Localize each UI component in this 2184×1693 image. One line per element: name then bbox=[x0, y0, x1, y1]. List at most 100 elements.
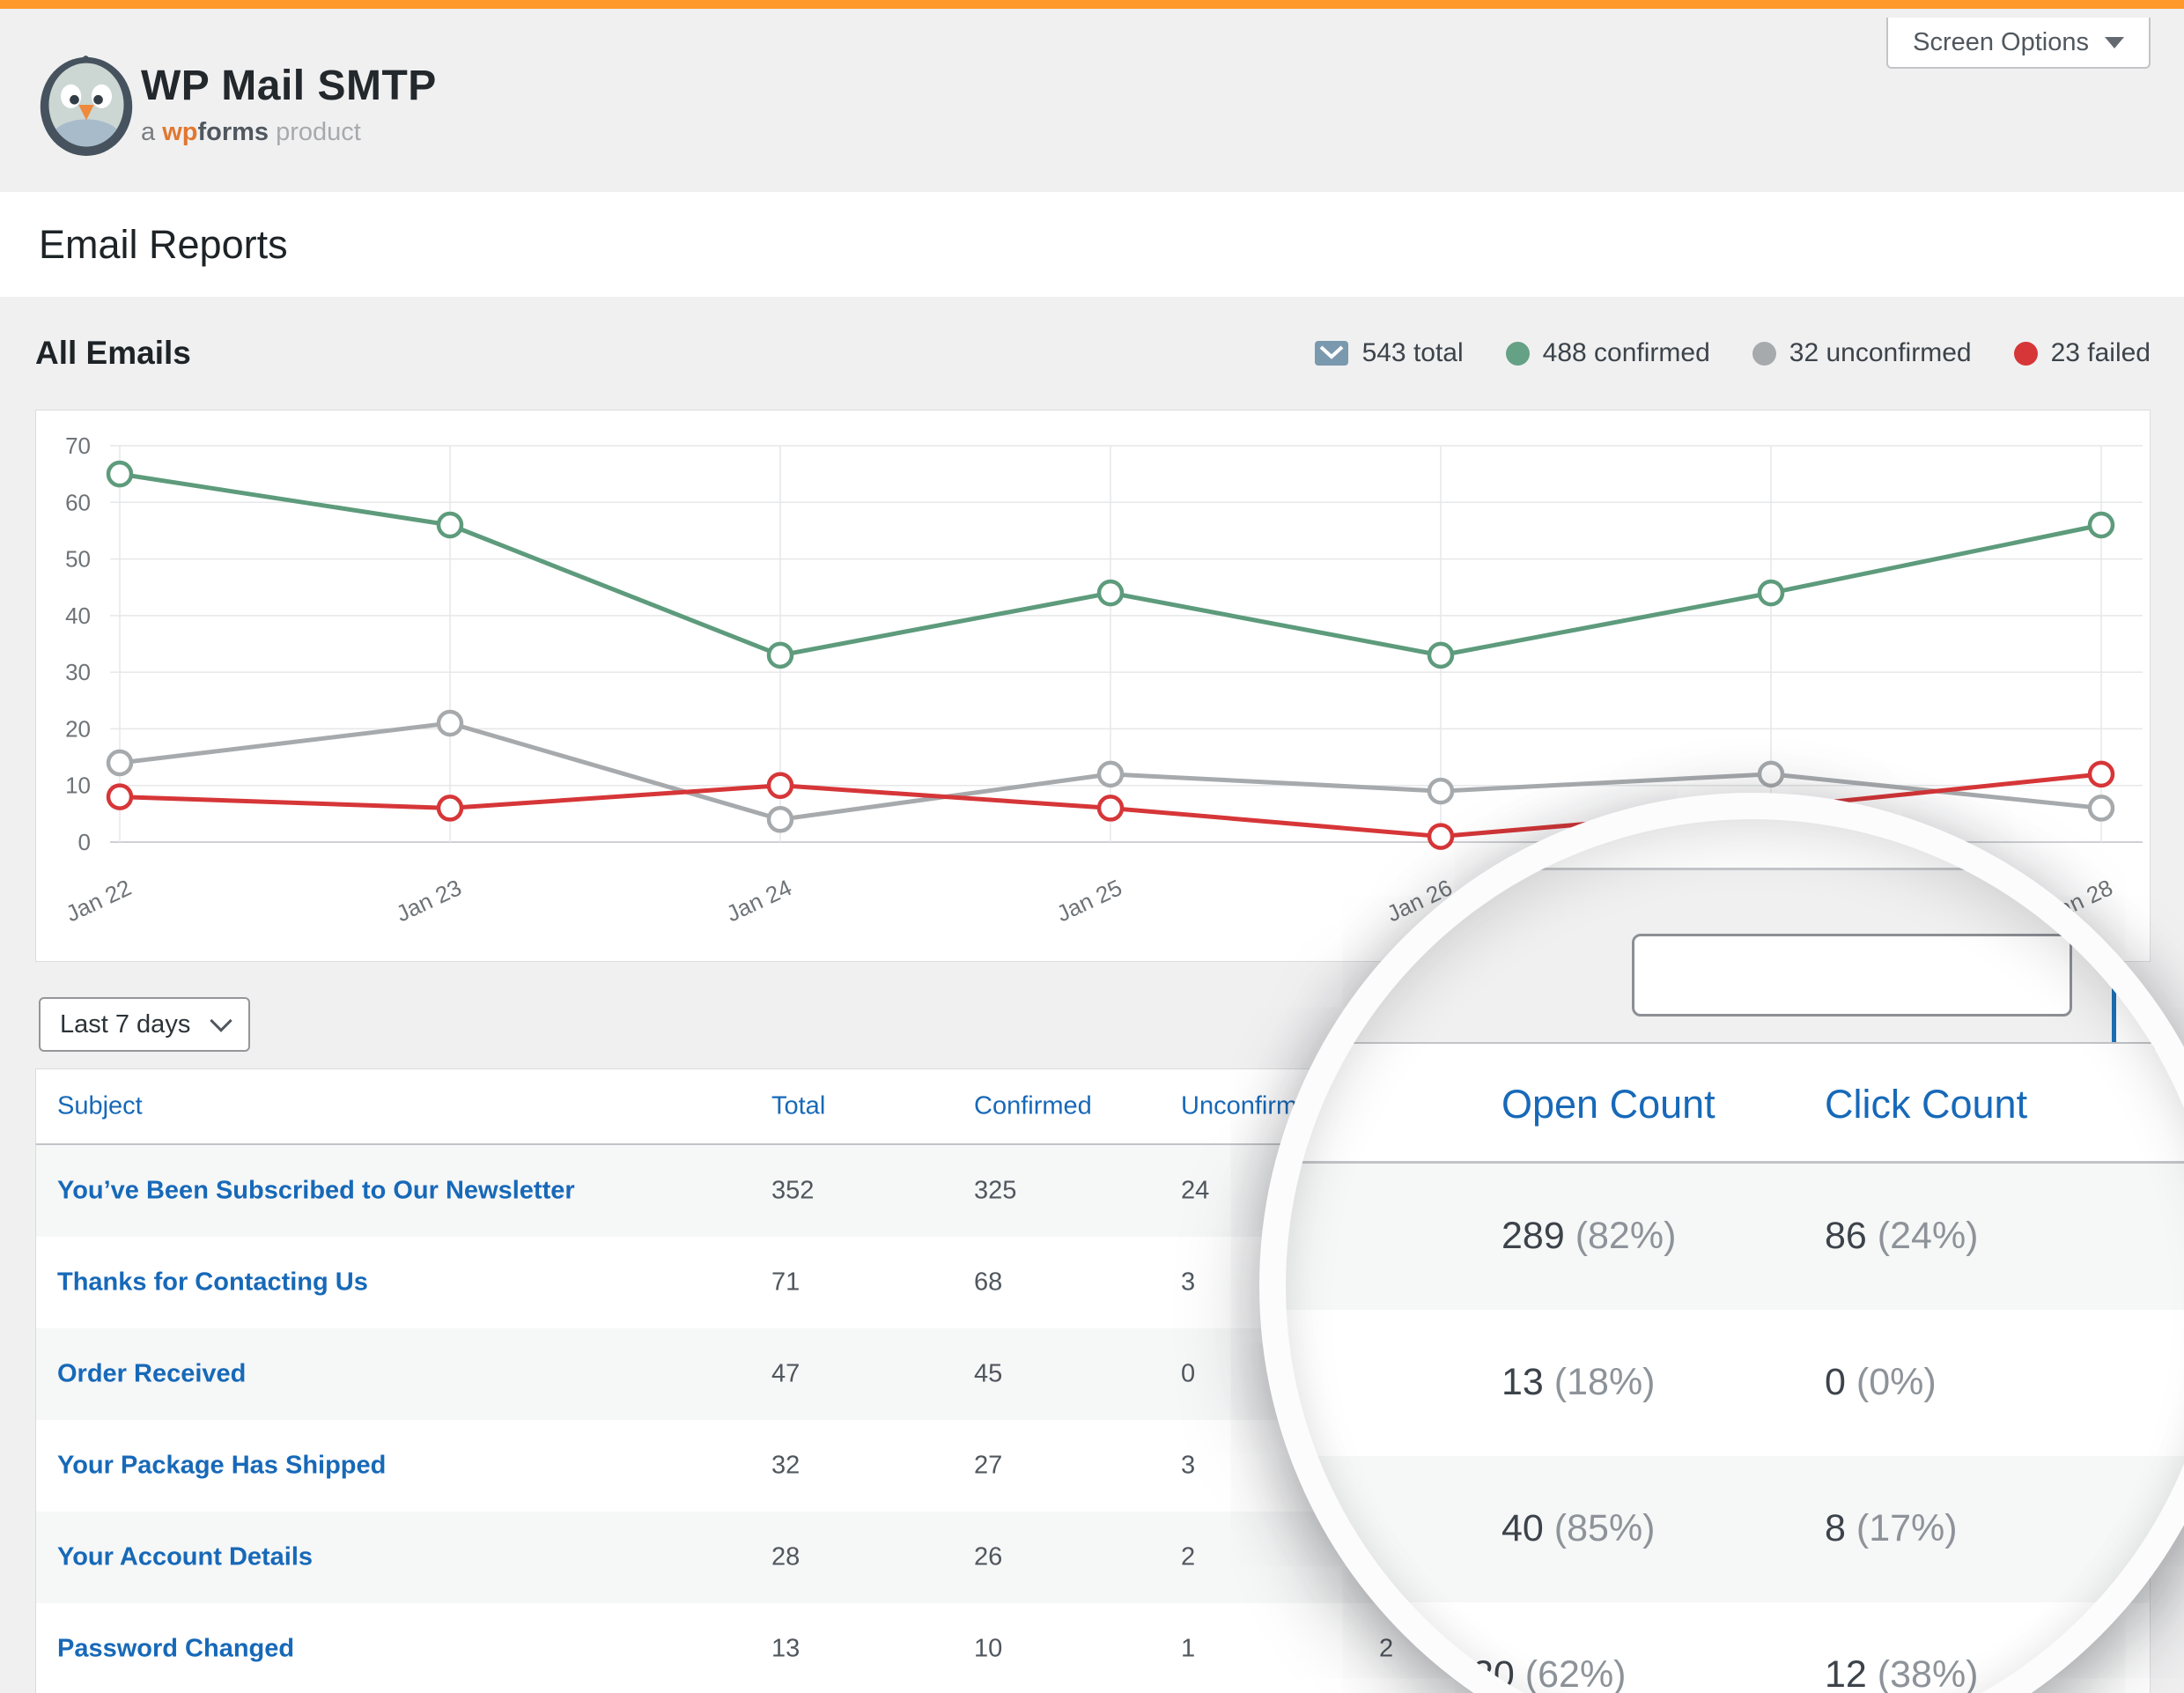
magnified-row bbox=[1286, 1164, 2184, 1310]
table-row: Your Package Has Shipped 32 27 3 bbox=[36, 1420, 2150, 1512]
tagline-prefix: a bbox=[141, 118, 163, 146]
magnifier-zoom-bubble: Open Count Click Count 289 (82%) 86 (24%… bbox=[1259, 793, 2184, 1693]
click-count-percent: (38%) bbox=[1877, 1653, 1979, 1693]
open-count-percent: (18%) bbox=[1553, 1361, 1656, 1403]
unconfirmed-cell: 2 bbox=[1181, 1542, 1196, 1571]
click-count-cell: 12 (38%) bbox=[1825, 1653, 1979, 1693]
subject-link[interactable]: You’ve Been Subscribed to Our Newsletter bbox=[57, 1176, 575, 1205]
open-count-value: 13 bbox=[1502, 1361, 1544, 1403]
click-count-percent: (24%) bbox=[1877, 1215, 1979, 1257]
tagline-product: product bbox=[269, 118, 361, 146]
legend-label-failed: 23 failed bbox=[2050, 338, 2151, 367]
svg-text:0: 0 bbox=[78, 829, 91, 855]
magnified-search-button[interactable] bbox=[2112, 957, 2184, 1050]
open-count-percent: (62%) bbox=[1524, 1653, 1627, 1693]
click-count-value: 0 bbox=[1825, 1361, 1846, 1403]
magnified-content: Open Count Click Count 289 (82%) 86 (24%… bbox=[1286, 819, 2184, 1693]
column-header-subject[interactable]: Subject bbox=[57, 1091, 143, 1120]
svg-text:Jan 25: Jan 25 bbox=[1052, 874, 1125, 927]
svg-text:70: 70 bbox=[65, 432, 91, 459]
open-count-cell: 20 (62%) bbox=[1472, 1653, 1627, 1693]
open-count-cell: 40 (85%) bbox=[1502, 1507, 1656, 1550]
date-range-value: Last 7 days bbox=[60, 1009, 191, 1039]
unconfirmed-cell: 1 bbox=[1181, 1634, 1196, 1663]
svg-text:Jan 23: Jan 23 bbox=[392, 874, 465, 927]
page-title: Email Reports bbox=[39, 222, 288, 267]
legend-label-confirmed: 488 confirmed bbox=[1542, 338, 1710, 367]
click-count-value: 12 bbox=[1825, 1653, 1867, 1693]
magnified-chart-bottom bbox=[1286, 819, 2184, 870]
wp-mail-smtp-pigeon-logo bbox=[40, 55, 133, 156]
unconfirmed-dot-icon bbox=[1752, 341, 1776, 366]
open-count-percent: (82%) bbox=[1575, 1215, 1677, 1257]
svg-text:60: 60 bbox=[65, 489, 91, 515]
open-count-value: 289 bbox=[1502, 1215, 1565, 1257]
subject-link[interactable]: Your Account Details bbox=[57, 1542, 314, 1571]
column-header-confirmed[interactable]: Confirmed bbox=[974, 1091, 1092, 1120]
column-header-total[interactable]: Total bbox=[771, 1091, 826, 1120]
click-count-cell: 86 (24%) bbox=[1825, 1215, 1979, 1258]
open-count-value: 40 bbox=[1502, 1507, 1544, 1549]
chevron-down-icon bbox=[2105, 36, 2124, 48]
svg-text:10: 10 bbox=[65, 773, 91, 799]
page-title-band: Email Reports bbox=[0, 192, 2184, 297]
click-count-value: 8 bbox=[1825, 1507, 1846, 1549]
confirmed-cell: 68 bbox=[974, 1268, 1003, 1297]
click-count-cell: 8 (17%) bbox=[1825, 1507, 1958, 1550]
click-count-percent: (17%) bbox=[1856, 1507, 1958, 1549]
svg-text:40: 40 bbox=[65, 603, 91, 629]
confirmed-cell: 26 bbox=[974, 1542, 1003, 1571]
magnified-row bbox=[1286, 1456, 2184, 1602]
svg-text:30: 30 bbox=[65, 659, 91, 685]
unconfirmed-cell: 0 bbox=[1181, 1359, 1196, 1388]
confirmed-cell: 10 bbox=[974, 1634, 1003, 1663]
tagline-wp: wp bbox=[162, 118, 198, 146]
click-count-value: 86 bbox=[1825, 1215, 1867, 1257]
magnified-row bbox=[1286, 1310, 2184, 1456]
subject-link[interactable]: Your Package Has Shipped bbox=[57, 1451, 387, 1480]
failed-dot-icon bbox=[2013, 341, 2038, 366]
subject-link[interactable]: Thanks for Contacting Us bbox=[57, 1268, 368, 1297]
click-count-percent: (0%) bbox=[1856, 1361, 1937, 1403]
unconfirmed-cell: 3 bbox=[1181, 1451, 1196, 1480]
unconfirmed-cell: 24 bbox=[1181, 1176, 1210, 1205]
open-count-cell: 13 (18%) bbox=[1502, 1361, 1656, 1404]
column-header-click-count[interactable]: Click Count bbox=[1825, 1082, 2028, 1127]
legend-label-total: 543 total bbox=[1361, 338, 1464, 367]
chevron-down-icon bbox=[210, 1009, 232, 1032]
magnified-search-input[interactable] bbox=[1632, 934, 2072, 1017]
column-header-open-count[interactable]: Open Count bbox=[1502, 1082, 1715, 1127]
open-count-value: 20 bbox=[1472, 1653, 1515, 1693]
svg-text:20: 20 bbox=[65, 715, 91, 742]
screen-options-button[interactable]: Screen Options bbox=[1886, 18, 2151, 69]
total-cell: 352 bbox=[771, 1176, 815, 1205]
table-header-row: Subject Total Confirmed Unconfirmed bbox=[36, 1069, 2150, 1145]
total-cell: 32 bbox=[771, 1451, 801, 1480]
open-count-percent: (85%) bbox=[1553, 1507, 1656, 1549]
subject-link[interactable]: Order Received bbox=[57, 1359, 247, 1388]
email-totals-legend: 543 total 488 confirmed 32 unconfirmed 2… bbox=[1314, 338, 2151, 368]
screen-options-label: Screen Options bbox=[1913, 27, 2089, 56]
total-cell: 28 bbox=[771, 1542, 801, 1571]
app-header: WP Mail SMTP a wpforms product Screen Op… bbox=[0, 9, 2184, 192]
legend-item-unconfirmed: 32 unconfirmed bbox=[1752, 338, 1972, 368]
unconfirmed-cell: 3 bbox=[1181, 1268, 1196, 1297]
legend-item-confirmed: 488 confirmed bbox=[1505, 338, 1710, 368]
table-row: Thanks for Contacting Us 71 68 3 bbox=[36, 1237, 2150, 1328]
envelope-icon bbox=[1314, 341, 1348, 366]
total-cell: 47 bbox=[771, 1359, 801, 1388]
confirmed-cell: 325 bbox=[974, 1176, 1017, 1205]
click-count-cell: 0 (0%) bbox=[1825, 1361, 1937, 1404]
subject-link[interactable]: Password Changed bbox=[57, 1634, 295, 1663]
legend-label-unconfirmed: 32 unconfirmed bbox=[1789, 338, 1972, 367]
all-emails-section-head: All Emails 543 total 488 confirmed 32 un… bbox=[35, 297, 2151, 410]
svg-text:Jan 22: Jan 22 bbox=[62, 874, 135, 927]
date-range-select[interactable]: Last 7 days bbox=[39, 997, 250, 1052]
confirmed-cell: 27 bbox=[974, 1451, 1003, 1480]
brand-tagline: a wpforms product bbox=[141, 118, 437, 147]
open-count-cell: 289 (82%) bbox=[1502, 1215, 1676, 1258]
app-title: WP Mail SMTP bbox=[141, 63, 437, 109]
legend-item-failed: 23 failed bbox=[2013, 338, 2151, 368]
